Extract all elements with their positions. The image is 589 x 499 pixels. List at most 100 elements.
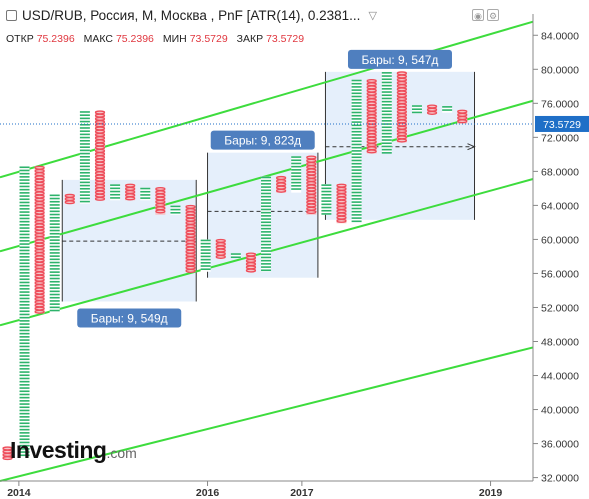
chart-legend[interactable]: USD/RUB, Россия, М, Москва , PnF [ATR(14…	[6, 8, 377, 23]
y-tick-label: 72.0000	[541, 132, 579, 144]
chart-title: USD/RUB, Россия, М, Москва , PnF [ATR(14…	[22, 8, 361, 23]
ohlc-high-value: 75.2396	[115, 33, 154, 45]
pnf-column-up	[351, 79, 362, 224]
range-arrowhead	[467, 143, 476, 151]
range-label: Бары: 9, 549д	[91, 312, 168, 326]
o-mark	[396, 138, 408, 143]
column-bg	[185, 205, 196, 272]
y-tick-label: 84.0000	[541, 30, 579, 42]
pnf-column-down	[215, 238, 226, 259]
range-label: Бары: 9, 823д	[224, 134, 301, 148]
ohlc-close-value: 73.5729	[266, 33, 305, 45]
column-bg	[200, 239, 211, 272]
column-bg	[64, 194, 75, 204]
pnf-column-up	[442, 105, 453, 113]
y-tick-label: 60.0000	[541, 234, 579, 246]
settings-icon[interactable]: ⚙	[487, 9, 499, 21]
pnf-column-up	[230, 253, 241, 259]
y-tick-label: 56.0000	[541, 268, 579, 280]
range-label-box	[77, 308, 182, 328]
o-mark	[245, 268, 257, 273]
pnf-column-up	[49, 194, 60, 314]
o-mark	[34, 309, 45, 314]
column-bg	[49, 194, 60, 314]
o-mark	[426, 110, 438, 115]
pnf-column-down	[125, 183, 136, 201]
range-labels: Бары: 9, 549д Бары: 9, 823д Бары: 9, 547д	[77, 49, 452, 328]
pnf-column-up	[19, 166, 30, 459]
pnf-column-down	[64, 193, 75, 205]
pnf-column-up	[110, 184, 121, 201]
column-bg	[19, 166, 30, 459]
ohlc-low-value: 73.5729	[189, 33, 228, 45]
pnf-column-down	[245, 252, 257, 273]
ohlc-values: ОТКР 75.2396 МАКС 75.2396 МИН 73.5729 ЗАКР 7…	[6, 33, 310, 45]
pnf-column-up	[321, 184, 332, 215]
pnf-column-up	[79, 110, 90, 204]
chart-toolbar: ◉ ⚙	[472, 9, 499, 21]
last-price-label: 73.5729	[543, 119, 581, 131]
ohlc-close-label: ЗАКР	[236, 33, 264, 45]
y-tick-label: 76.0000	[541, 98, 579, 110]
o-mark	[275, 188, 287, 193]
y-tick-label: 52.0000	[541, 302, 579, 314]
pnf-column-down	[366, 78, 377, 154]
y-tick-label: 44.0000	[541, 371, 579, 383]
channel-line	[0, 99, 534, 253]
legend-swatch	[6, 10, 17, 21]
column-bg	[261, 176, 272, 272]
x-tick-label: 2014	[7, 487, 31, 499]
o-mark	[457, 119, 468, 124]
y-tick-label: 48.0000	[541, 336, 579, 348]
pnf-column-up	[291, 156, 302, 193]
pnf-column-up	[411, 105, 422, 114]
pnf-column-down	[457, 109, 468, 124]
ohlc-open-label: ОТКР	[6, 33, 34, 45]
column-bg	[140, 187, 151, 201]
column-bg	[321, 184, 332, 215]
pnf-column-down	[185, 204, 196, 273]
pnf-column-up	[200, 239, 211, 272]
o-mark	[336, 218, 347, 223]
o-mark	[94, 196, 106, 201]
y-tick-label: 36.0000	[541, 439, 579, 451]
column-bg	[155, 187, 166, 215]
column-bg	[366, 79, 377, 154]
o-mark	[155, 209, 166, 214]
logo-suffix: .com	[106, 445, 137, 461]
last-price-label-bg	[535, 115, 589, 132]
collapse-caret-icon[interactable]: ▽	[368, 10, 377, 22]
o-mark	[185, 268, 196, 273]
column-bg	[125, 184, 136, 201]
range-label: Бары: 9, 547д	[362, 53, 439, 67]
o-mark	[306, 209, 317, 215]
y-tick-label: 64.0000	[541, 200, 579, 212]
pnf-column-down	[306, 155, 317, 215]
pnf-column-down	[34, 165, 45, 314]
column-bg	[230, 253, 241, 259]
screenshot-icon[interactable]: ◉	[472, 9, 484, 21]
axes: 84.0000 80.0000 76.0000 72.0000 68.0000 64.00…	[0, 14, 579, 499]
column-bg	[427, 105, 438, 114]
o-mark	[64, 200, 75, 205]
pnf-column-down	[275, 175, 287, 193]
investing-logo: Investing.com	[10, 437, 137, 464]
x-tick-label: 2017	[290, 487, 314, 499]
ohlc-high-label: МАКС	[83, 33, 113, 45]
pnf-column-up	[170, 205, 181, 215]
ohlc-open-value: 75.2396	[36, 33, 75, 45]
o-mark	[366, 149, 377, 154]
channel-line	[0, 346, 534, 482]
pnf-column-down	[396, 71, 408, 143]
pnf-column-down	[2, 446, 13, 461]
column-bg	[381, 71, 392, 154]
o-mark	[125, 196, 136, 201]
column-bg	[291, 156, 302, 193]
pnf-column-up	[381, 71, 392, 154]
range-label-box	[210, 130, 315, 150]
y-tick-label: 80.0000	[541, 64, 579, 76]
y-tick-label: 40.0000	[541, 405, 579, 417]
last-price-marker: 73.5729	[0, 115, 589, 132]
y-tick-label: 32.0000	[541, 473, 579, 485]
